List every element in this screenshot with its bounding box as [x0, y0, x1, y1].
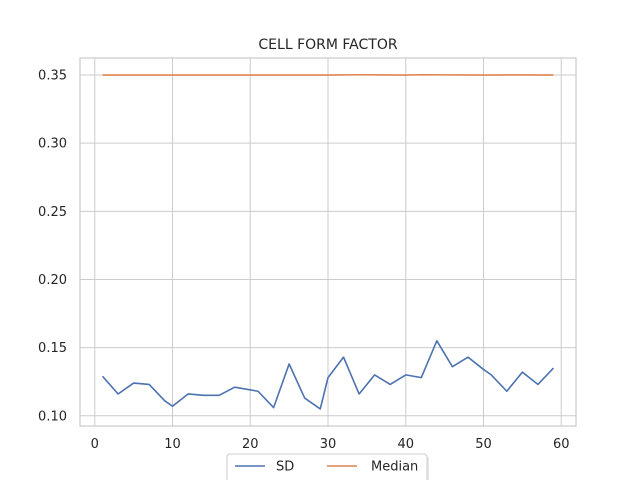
grid: [80, 58, 576, 426]
legend-box: [226, 453, 428, 480]
y-axis: 0.10 0.15 0.20 0.25 0.30 0.35: [38, 69, 67, 425]
legend-label-sd: SD: [276, 460, 294, 475]
y-tick-label: 0.10: [38, 409, 67, 424]
legend-label-median: Median: [371, 460, 418, 475]
x-tick-label: 10: [164, 437, 181, 452]
x-axis: 0 10 20 30 40 50 60: [91, 437, 570, 452]
x-tick-label: 20: [242, 437, 259, 452]
y-tick-label: 0.35: [38, 69, 67, 84]
x-tick-label: 0: [91, 437, 99, 452]
legend: SD Median: [226, 453, 429, 480]
x-tick-label: 50: [475, 437, 492, 452]
chart-title: CELL FORM FACTOR: [258, 37, 397, 53]
x-tick-label: 60: [553, 437, 570, 452]
series-line-sd: [101, 340, 555, 410]
series-lines: [101, 73, 555, 410]
x-tick-label: 40: [397, 437, 414, 452]
x-tick-label: 30: [320, 437, 337, 452]
y-tick-label: 0.15: [38, 341, 67, 356]
plot-frame: [79, 57, 577, 427]
y-tick-label: 0.20: [38, 273, 67, 288]
y-tick-label: 0.30: [38, 137, 67, 152]
y-tick-label: 0.25: [38, 205, 67, 220]
